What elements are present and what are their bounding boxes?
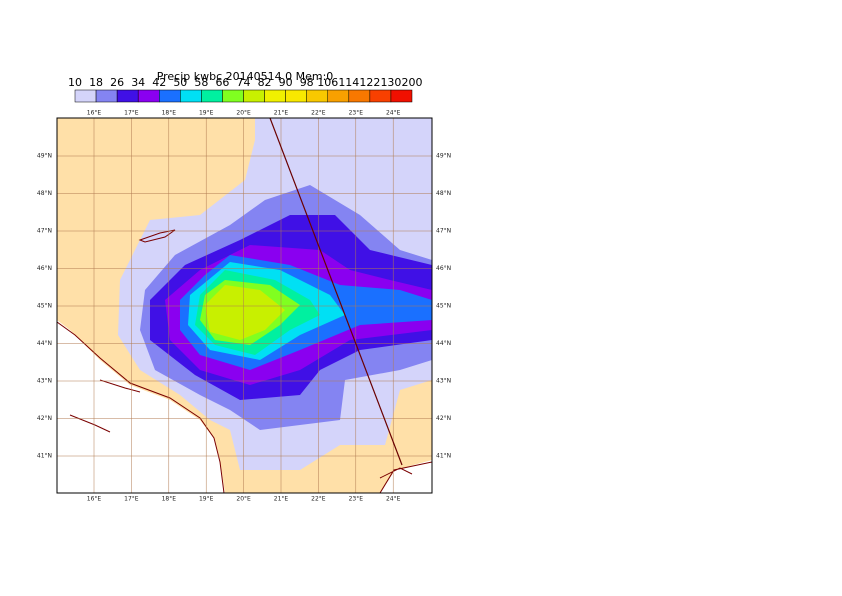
colorbar-label: 50 (173, 76, 187, 89)
lon-label-top: 18°E (162, 110, 177, 117)
lat-label-left: 46°N (37, 265, 52, 272)
lat-label-right: 49°N (436, 153, 451, 160)
colorbar-label: 34 (131, 76, 145, 89)
colorbar-box (116, 89, 139, 103)
lat-label-left: 44°N (37, 340, 52, 347)
lon-label-bottom: 17°E (124, 496, 139, 503)
lon-label-bottom: 21°E (274, 496, 289, 503)
colorbar-box (285, 89, 307, 103)
colorbar-label: 114 (338, 76, 359, 89)
lat-label-right: 42°N (436, 415, 451, 422)
lon-label-top: 19°E (199, 110, 214, 117)
colorbar-label: 42 (152, 76, 166, 89)
colorbar-label: 130 (380, 76, 401, 89)
precip-region (205, 285, 285, 340)
lon-label-top: 21°E (274, 110, 289, 117)
colorbar-box (327, 89, 350, 103)
map-area (57, 118, 432, 493)
lat-label-right: 48°N (436, 190, 451, 197)
colorbar-label: 98 (300, 76, 314, 89)
lon-label-top: 16°E (87, 110, 102, 117)
colorbar-label: 122 (359, 76, 380, 89)
colorbar-box (390, 89, 413, 103)
lon-label-top: 20°E (236, 110, 251, 117)
cross-section-line (269, 118, 403, 466)
colorbar-label: 18 (89, 76, 103, 89)
lon-label-bottom: 16°E (87, 496, 102, 503)
lat-label-right: 46°N (436, 265, 451, 272)
lon-label-top: 23°E (349, 110, 364, 117)
lat-label-left: 47°N (37, 228, 52, 235)
lat-label-left: 45°N (37, 303, 52, 310)
lat-label-left: 48°N (37, 190, 52, 197)
colorbar-box (137, 89, 160, 103)
lat-label-left: 41°N (37, 453, 52, 460)
graticule (57, 118, 432, 493)
colorbar-box (348, 89, 371, 103)
colorbar-label: 74 (237, 76, 251, 89)
lon-label-bottom: 23°E (349, 496, 364, 503)
lon-label-bottom: 19°E (199, 496, 214, 503)
lat-label-right: 43°N (436, 378, 451, 385)
lat-label-left: 49°N (37, 153, 52, 160)
colorbar-box (243, 89, 265, 103)
lat-label-left: 43°N (37, 378, 52, 385)
colorbar-label: 66 (215, 76, 229, 89)
colorbar-box (369, 89, 392, 103)
lon-label-top: 22°E (311, 110, 326, 117)
lat-label-right: 47°N (436, 228, 451, 235)
lat-label-right: 41°N (436, 453, 451, 460)
lon-label-top: 24°E (386, 110, 401, 117)
colorbar-box (159, 89, 181, 103)
colorbar-box (95, 89, 118, 103)
lat-label-right: 45°N (436, 303, 451, 310)
precip-field (57, 118, 432, 470)
lon-label-bottom: 18°E (162, 496, 177, 503)
lon-label-bottom: 22°E (311, 496, 326, 503)
colorbar-label: 200 (402, 76, 423, 89)
colorbar-box (201, 89, 223, 103)
colorbar-label: 58 (194, 76, 208, 89)
colorbar-label: 82 (258, 76, 272, 89)
colorbar-box (222, 89, 244, 103)
lat-label-right: 44°N (436, 340, 451, 347)
colorbar-label: 90 (279, 76, 293, 89)
lon-label-bottom: 24°E (386, 496, 401, 503)
map-frame (56, 117, 433, 494)
colorbar-box (74, 89, 97, 103)
colorbar-box (180, 89, 202, 103)
colorbar-label: 106 (317, 76, 338, 89)
colorbar-box (264, 89, 286, 103)
lat-label-left: 42°N (37, 415, 52, 422)
lon-label-top: 17°E (124, 110, 139, 117)
map-title: Precip kwbc 20140514 0 Mem:0 (157, 70, 334, 83)
lon-label-bottom: 20°E (236, 496, 251, 503)
colorbar-box (306, 89, 328, 103)
colorbar-label: 10 (68, 76, 82, 89)
colorbar-label: 26 (110, 76, 124, 89)
